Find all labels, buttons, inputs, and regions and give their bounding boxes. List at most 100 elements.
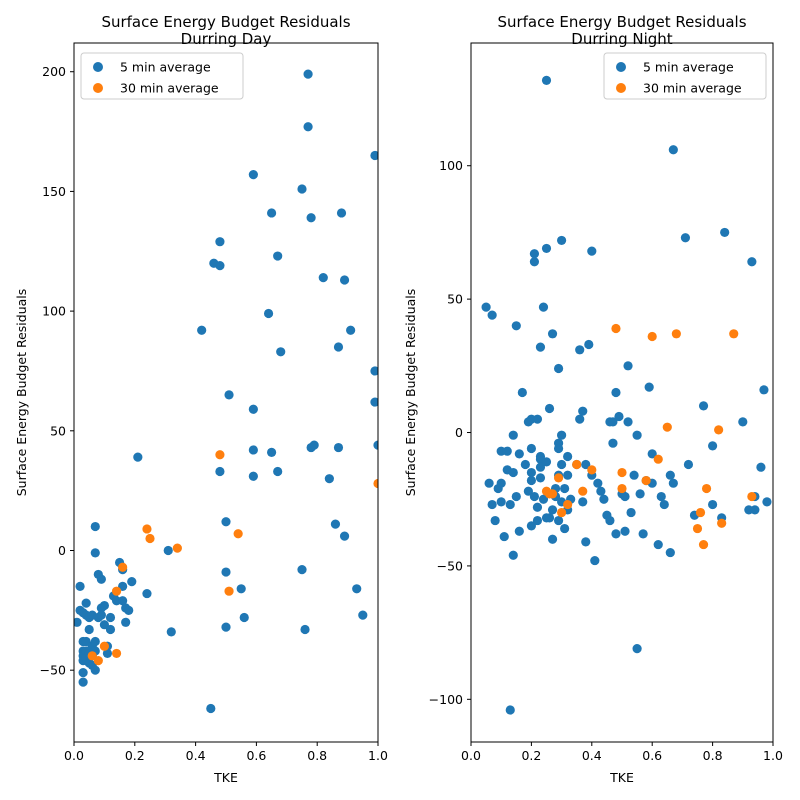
data-point-30min <box>553 473 564 483</box>
data-point-5min <box>553 363 564 374</box>
data-point-5min <box>529 249 540 259</box>
data-point-5min <box>756 462 766 472</box>
data-point-30min <box>578 486 588 496</box>
data-point-5min <box>373 440 378 450</box>
x-tick-label: 1.0 <box>763 748 783 763</box>
data-point-30min <box>747 491 757 502</box>
data-point-5min <box>708 441 718 451</box>
y-tick-label: 0 <box>58 543 66 558</box>
data-point-5min <box>584 339 594 350</box>
data-point-5min <box>297 565 307 575</box>
data-point-5min <box>605 515 615 526</box>
data-point-5min <box>496 478 506 488</box>
data-point-5min <box>644 382 654 392</box>
data-point-5min <box>267 447 277 457</box>
data-point-5min <box>496 497 506 507</box>
data-point-5min <box>581 459 591 470</box>
data-point-5min <box>750 505 760 515</box>
x-tick-label: 1.0 <box>368 748 388 763</box>
data-point-5min <box>90 665 100 675</box>
data-point-5min <box>762 497 772 507</box>
data-point-5min <box>668 478 678 488</box>
data-point-30min <box>714 425 724 435</box>
data-point-5min <box>346 325 356 335</box>
data-point-5min <box>557 430 567 440</box>
data-point-5min <box>309 440 319 450</box>
data-point-5min <box>575 414 585 424</box>
data-point-5min <box>508 467 518 478</box>
data-point-5min <box>90 636 100 647</box>
data-point-5min <box>680 233 691 243</box>
data-point-5min <box>215 261 225 271</box>
data-point-5min <box>324 474 334 484</box>
data-point-5min <box>557 459 567 470</box>
data-point-5min <box>538 494 549 504</box>
x-tick-label: 0.0 <box>461 748 481 763</box>
data-point-5min <box>263 308 274 319</box>
legend: 5 min average 30 min average <box>80 52 244 100</box>
data-point-5min <box>352 584 362 594</box>
data-point-5min <box>541 75 552 85</box>
data-point-5min <box>306 213 316 223</box>
data-point-5min <box>629 470 639 480</box>
chart-title-line: Durring Night <box>571 30 673 48</box>
data-point-5min <box>333 442 344 453</box>
data-point-5min <box>578 406 588 416</box>
x-axis-label: TKE <box>213 770 238 785</box>
data-point-5min <box>487 310 497 320</box>
data-point-5min <box>547 505 558 515</box>
data-point-5min <box>333 342 344 352</box>
data-point-5min <box>553 443 564 454</box>
data-point-5min <box>224 390 234 400</box>
x-tick-label: 0.0 <box>64 748 84 763</box>
data-point-5min <box>596 486 606 496</box>
data-point-30min <box>695 507 706 518</box>
data-point-30min <box>717 518 727 528</box>
data-point-5min <box>499 531 509 542</box>
data-point-5min <box>248 471 258 481</box>
data-point-5min <box>668 145 678 155</box>
data-point-5min <box>535 462 546 472</box>
data-point-5min <box>502 446 512 456</box>
legend-label: 30 min average <box>643 81 742 96</box>
data-point-5min <box>74 617 82 627</box>
y-tick-label: 100 <box>439 158 463 173</box>
legend-label: 30 min average <box>120 81 219 96</box>
data-point-30min <box>611 323 621 334</box>
data-point-30min <box>118 562 128 572</box>
data-point-5min <box>303 122 313 132</box>
data-point-30min <box>641 475 651 486</box>
data-point-5min <box>529 257 540 267</box>
data-point-5min <box>623 361 633 371</box>
data-point-5min <box>339 531 350 541</box>
data-point-5min <box>638 529 648 539</box>
data-point-5min <box>659 499 669 510</box>
y-tick-label: 50 <box>447 292 463 307</box>
data-point-5min <box>267 208 277 218</box>
data-point-5min <box>529 491 540 502</box>
data-point-5min <box>526 467 537 478</box>
data-point-30min <box>662 422 672 432</box>
data-point-5min <box>505 705 515 715</box>
data-point-5min <box>370 150 378 161</box>
chart-title-line: Surface Energy Budget Residuals <box>497 13 746 31</box>
data-point-30min <box>111 648 122 659</box>
data-point-30min <box>547 489 558 499</box>
data-point-5min <box>698 401 709 411</box>
data-point-5min <box>532 515 543 526</box>
data-point-5min <box>599 494 609 504</box>
data-point-5min <box>96 574 106 584</box>
data-point-5min <box>532 414 543 424</box>
data-point-5min <box>535 342 546 352</box>
plot-frame <box>73 42 379 743</box>
data-point-5min <box>620 526 630 536</box>
data-point-5min <box>587 246 597 256</box>
data-point-5min <box>560 523 570 534</box>
data-point-5min <box>759 385 769 395</box>
data-point-5min <box>611 387 621 398</box>
data-point-5min <box>520 459 530 470</box>
data-point-5min <box>623 417 633 427</box>
data-point-5min <box>90 548 100 558</box>
data-point-5min <box>665 470 675 480</box>
legend-box <box>603 52 767 100</box>
